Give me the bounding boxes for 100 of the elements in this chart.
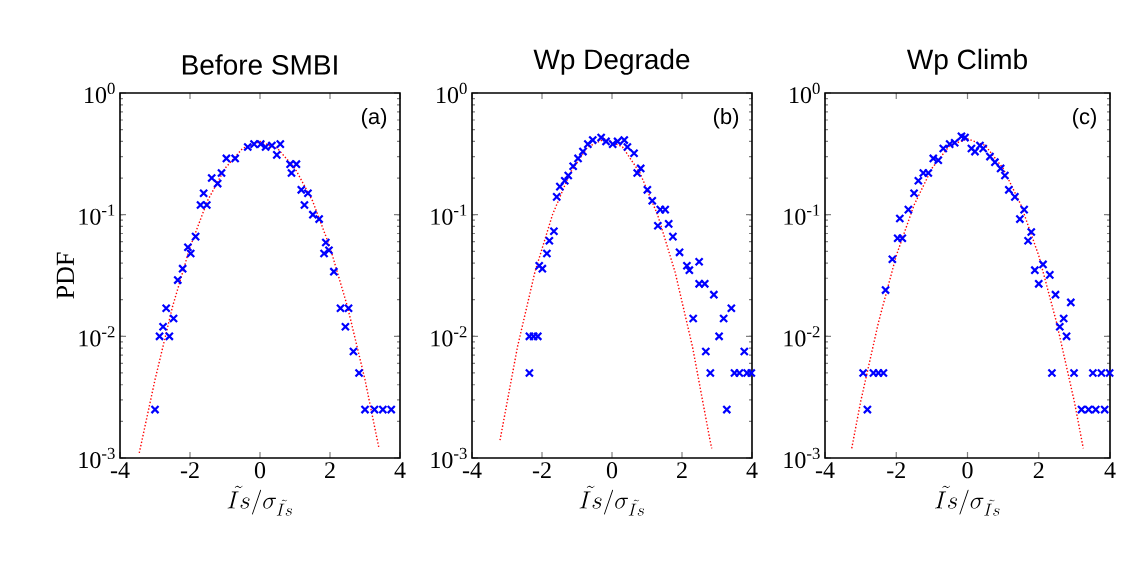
annotation: (a)	[361, 108, 387, 129]
point	[938, 143, 948, 154]
point	[1026, 227, 1036, 237]
point	[903, 204, 913, 215]
point	[207, 173, 217, 183]
annotation: (c)	[1073, 108, 1096, 129]
point	[647, 196, 657, 206]
x-axis-title: $\tilde{Is}/\sigma_{\tilde{Is}}$	[579, 485, 644, 516]
point	[555, 181, 565, 192]
x-tick-label: 2	[325, 462, 335, 479]
point	[150, 404, 160, 415]
point	[286, 168, 297, 178]
y-tick-label: 10$^{-1}$	[79, 204, 115, 225]
point	[653, 221, 663, 231]
point	[1050, 290, 1061, 300]
point	[1061, 331, 1072, 341]
point	[1015, 214, 1025, 224]
point	[568, 161, 578, 171]
line-series	[851, 138, 1084, 450]
point	[688, 313, 698, 324]
point	[1010, 192, 1020, 202]
point	[1030, 265, 1040, 275]
point	[722, 404, 732, 415]
point	[887, 254, 897, 264]
point	[524, 368, 535, 378]
y-tick-label: 10$^{-2}$	[784, 326, 820, 347]
point	[272, 150, 282, 160]
point	[726, 303, 736, 313]
point	[862, 404, 873, 415]
point	[960, 132, 970, 143]
point	[183, 242, 193, 252]
point	[1004, 185, 1014, 195]
point	[173, 275, 183, 285]
y-tick-label: 10$^{-1}$	[784, 204, 820, 225]
point	[622, 142, 633, 152]
y-tick-label: 10$^{0}$	[85, 82, 115, 104]
y-tick-label: 10$^{0}$	[437, 82, 467, 104]
point	[168, 313, 179, 324]
point	[544, 236, 554, 246]
point	[682, 261, 692, 271]
point	[1055, 322, 1065, 332]
point	[642, 185, 652, 195]
point	[528, 331, 539, 341]
x-tick-label: 4	[746, 462, 758, 478]
y-tick-label: 10$^{-1}$	[431, 204, 467, 225]
point	[199, 188, 209, 198]
point	[909, 188, 919, 198]
x-tick-label: 2	[677, 462, 687, 479]
point	[629, 148, 639, 158]
chart-title: Before SMBI	[182, 54, 337, 75]
point	[354, 368, 364, 378]
point	[552, 192, 562, 202]
point	[213, 178, 223, 189]
point	[560, 176, 570, 186]
point	[329, 267, 339, 277]
x-tick-label: 4	[1104, 462, 1116, 478]
line-series	[138, 140, 380, 454]
point	[996, 163, 1006, 174]
point	[190, 231, 201, 242]
x-axis-title: $\tilde{Is}/\sigma_{\tilde{Is}}$	[227, 485, 293, 516]
y-tick-label: 10$^{-2}$	[431, 326, 467, 347]
point	[701, 346, 711, 357]
point	[308, 210, 318, 220]
point	[990, 157, 1000, 167]
point	[880, 285, 891, 295]
point	[1047, 368, 1057, 378]
chart-title: Wp Climb	[906, 48, 1027, 75]
point	[299, 200, 310, 210]
point	[186, 248, 196, 259]
point	[684, 265, 694, 275]
point	[664, 219, 674, 229]
point	[714, 331, 724, 341]
point	[893, 233, 903, 243]
point	[1066, 297, 1076, 308]
point	[583, 139, 593, 149]
point	[956, 131, 967, 142]
x-axis-title: $\tilde{Is}/\sigma_{\tilde{Is}}$	[935, 485, 1000, 516]
point	[1034, 279, 1044, 289]
point	[348, 346, 359, 357]
point	[314, 214, 324, 224]
point	[340, 322, 351, 332]
point	[705, 368, 715, 378]
x-tick-label: -2	[532, 462, 551, 479]
y-tick-label: 10$^{-2}$	[79, 326, 115, 347]
y-tick-label: 10$^{0}$	[790, 82, 820, 104]
point	[897, 233, 907, 243]
point	[216, 168, 227, 178]
point	[578, 146, 588, 157]
x-tick-label: -2	[887, 462, 905, 479]
point	[1000, 170, 1010, 181]
point	[895, 213, 905, 224]
point	[746, 368, 756, 378]
point	[161, 303, 171, 313]
point	[739, 346, 749, 357]
point	[549, 226, 559, 236]
point	[563, 170, 573, 181]
point	[1059, 313, 1069, 324]
point	[573, 153, 583, 164]
point	[913, 176, 923, 186]
x-tick-label: 2	[1033, 462, 1044, 479]
